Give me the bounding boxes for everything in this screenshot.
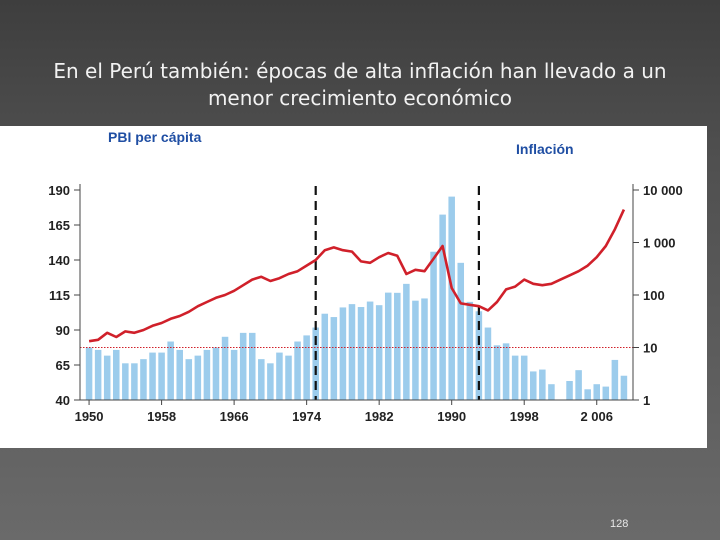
inflation-bar	[258, 359, 265, 400]
slide-title: En el Perú también: épocas de alta infla…	[20, 58, 700, 112]
inflation-bar	[448, 196, 455, 400]
inflation-bar	[248, 332, 256, 400]
slide-title-line-1: En el Perú también: épocas de alta infla…	[53, 59, 667, 83]
slide-title-line-2: menor crecimiento económico	[207, 86, 513, 110]
inflation-bar	[294, 341, 301, 400]
inflation-bar	[158, 352, 165, 400]
inflation-bar	[493, 345, 501, 400]
inflation-bar	[239, 332, 247, 400]
inflation-bar	[149, 352, 156, 400]
y-right-tick-label: 1 000	[643, 236, 676, 251]
inflation-bar	[412, 300, 419, 400]
inflation-bar	[357, 307, 365, 400]
inflation-bar	[103, 355, 111, 400]
inflation-bar	[339, 307, 347, 400]
y-right-tick-label: 10 000	[643, 183, 683, 198]
inflation-bar	[276, 352, 283, 400]
inflation-bar	[611, 359, 619, 400]
inflation-bar	[602, 386, 610, 400]
inflation-bar	[566, 381, 573, 400]
y-right-tick-label: 100	[643, 288, 665, 303]
inflation-bar	[112, 349, 120, 400]
inflation-bar	[466, 301, 474, 400]
inflation-bar	[430, 251, 437, 400]
inflation-bar	[122, 363, 129, 400]
y-right-tick-label: 10	[643, 341, 657, 356]
y-left-tick-label: 165	[48, 218, 70, 233]
inflation-bar	[584, 389, 591, 400]
inflation-bar	[230, 349, 238, 400]
inflation-bar	[520, 355, 528, 400]
page-number: 128	[610, 518, 629, 530]
inflation-bar	[620, 375, 628, 400]
inflation-bar	[221, 336, 229, 400]
x-tick-label: 1990	[437, 409, 466, 424]
y-left-tick-label: 90	[56, 323, 70, 338]
inflation-bar	[94, 349, 102, 400]
x-tick-label: 1998	[510, 409, 539, 424]
pbi-per-capita-line	[88, 209, 626, 343]
inflation-bar	[140, 359, 147, 400]
inflation-bar	[312, 327, 319, 400]
inflation-bar	[176, 349, 183, 400]
inflation-bar	[394, 292, 401, 400]
x-tick-label: 1950	[75, 409, 104, 424]
left-axis-series-label: PBI per cápita	[108, 129, 202, 145]
inflation-bar	[403, 283, 410, 400]
inflation-bar	[303, 335, 310, 400]
inflation-bar	[530, 371, 537, 400]
inflation-bar	[511, 355, 519, 400]
right-axis-series-label: Inflación	[516, 141, 574, 157]
inflation-bar	[539, 369, 546, 400]
inflation-bar	[194, 355, 202, 400]
inflation-bar	[85, 347, 93, 400]
inflation-bar	[203, 349, 211, 400]
inflation-bar	[548, 384, 555, 400]
y-left-tick-label: 115	[49, 288, 70, 303]
x-tick-label: 1974	[292, 409, 322, 424]
x-tick-label: 2 006	[580, 409, 613, 424]
y-left-tick-label: 65	[56, 358, 70, 373]
inflation-bar	[421, 298, 428, 400]
inflation-bar	[212, 347, 220, 400]
inflation-bar	[330, 317, 338, 400]
inflation-bar	[348, 304, 356, 400]
inflation-bar	[575, 370, 582, 400]
inflation-bar	[267, 363, 274, 400]
y-left-tick-label: 40	[56, 393, 70, 408]
y-left-tick-label: 140	[48, 253, 70, 268]
inflation-bar	[167, 341, 174, 400]
inflation-bar	[185, 359, 193, 400]
inflation-bar	[131, 363, 138, 400]
chart-panel: PBI per cápita Inflación 190 165 140 115 90 6…	[0, 126, 707, 448]
inflation-bar	[457, 262, 465, 400]
inflation-bar	[285, 355, 292, 400]
y-left-tick-label: 190	[48, 183, 70, 198]
x-tick-label: 1966	[220, 409, 249, 424]
inflation-bar	[366, 301, 374, 400]
inflation-bar	[484, 327, 492, 400]
inflation-bar	[439, 214, 446, 400]
y-right-tick-label: 1	[643, 393, 650, 408]
chart-svg: PBI per cápita Inflación 190165140115906…	[48, 129, 683, 424]
x-tick-label: 1982	[365, 409, 394, 424]
inflation-bar	[593, 384, 601, 400]
inflation-bar	[502, 343, 510, 400]
x-tick-label: 1958	[147, 409, 176, 424]
inflation-bar	[384, 292, 392, 400]
inflation-bar	[321, 313, 329, 400]
inflation-bar	[375, 305, 383, 400]
